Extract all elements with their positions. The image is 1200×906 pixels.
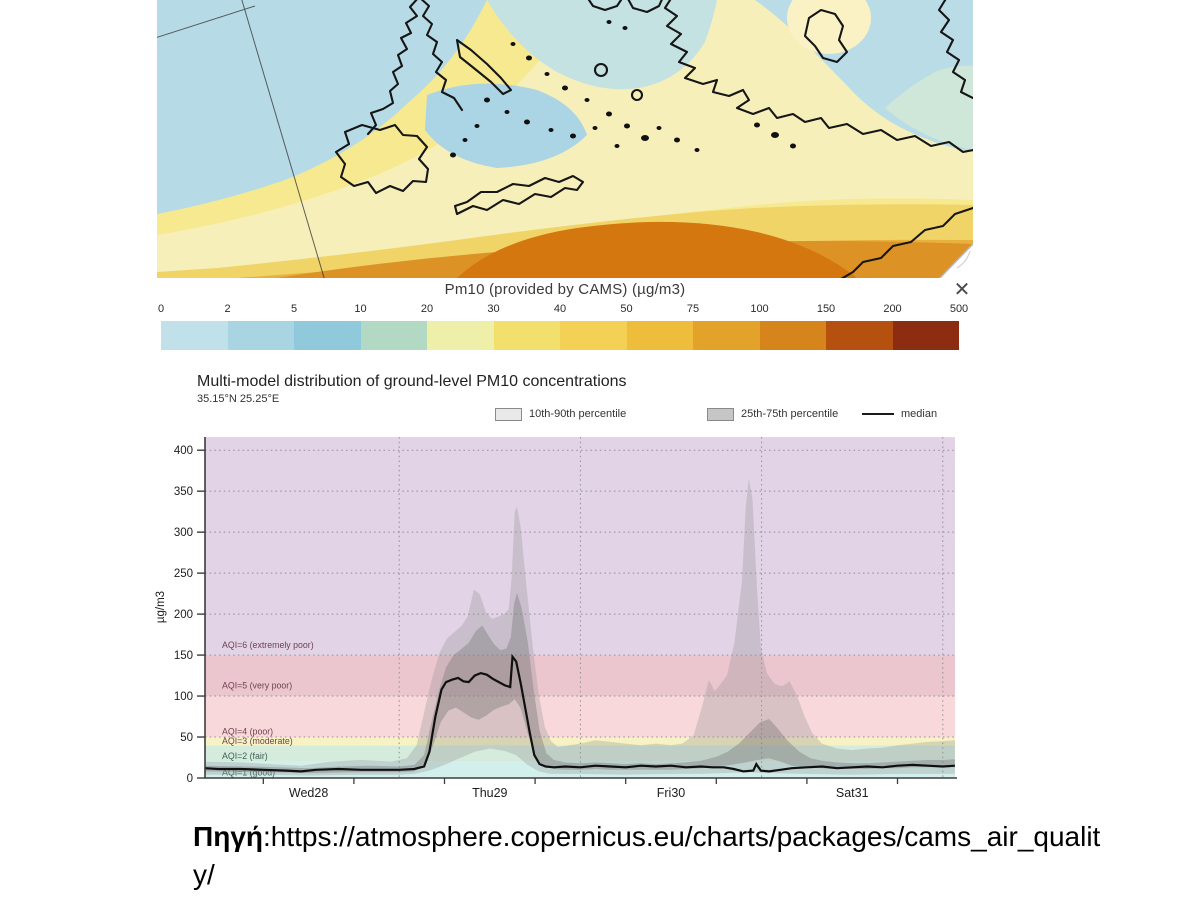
colorbar-tile [493, 321, 560, 350]
pm10-forecast-map [157, 0, 973, 278]
band-25-75 [205, 592, 955, 774]
colorbar-tile [360, 321, 427, 350]
colorbar-label: 200 [883, 303, 902, 315]
source-label: Πηγή [193, 821, 263, 852]
aqi-band [205, 737, 955, 746]
x-tick-label: Thu29 [472, 786, 507, 800]
legend-item-10-90: 10th-90th percentile [495, 405, 626, 423]
y-tick-label: 300 [174, 527, 193, 539]
aqi-band-label: AQI=3 (moderate) [222, 736, 293, 746]
y-tick-label: 400 [174, 445, 193, 457]
colorbar-tile [693, 321, 760, 350]
greece-east-coast [420, 0, 464, 112]
crete-coast [453, 174, 585, 216]
legend-label: median [901, 408, 938, 420]
aqi-band [205, 745, 955, 762]
y-tick-label: 250 [174, 568, 193, 580]
close-icon[interactable]: ✕ [953, 279, 971, 301]
aqi-band-label: AQI=4 (poor) [222, 726, 273, 736]
colorbar-tile [759, 321, 826, 350]
aqi-band-label: AQI=2 (fair) [222, 751, 268, 761]
greece-west-coast [366, 0, 419, 136]
legend-label: 25th-75th percentile [741, 408, 839, 420]
legend-swatch-10-90 [495, 407, 522, 421]
source-url: :https://atmosphere.copernicus.eu/charts… [193, 821, 1101, 891]
y-tick-label: 50 [180, 732, 193, 744]
aqi-band-label: AQI=5 (very poor) [222, 680, 292, 690]
y-axis-title: µg/m3 [155, 591, 167, 623]
colorbar-label: 5 [290, 303, 298, 315]
colorbar-label: 150 [816, 303, 836, 315]
y-tick-label: 150 [174, 650, 193, 662]
anatolia-coast [937, 0, 973, 100]
colorbar-label: 50 [620, 303, 633, 315]
y-tick-label: 0 [187, 773, 193, 785]
coastlines [334, 0, 973, 278]
colorbar-label: 100 [750, 303, 769, 315]
colorbar-tile [826, 321, 893, 350]
colorbar-tile [227, 321, 294, 350]
legend-median-line [862, 413, 894, 415]
euboea-coast [455, 38, 513, 96]
colorbar-label: 30 [487, 303, 500, 315]
colorbar-label: 2 [224, 303, 231, 315]
legend-item-median: median [862, 405, 937, 423]
colorbar-label: 500 [949, 303, 969, 315]
levant-coast [840, 206, 973, 278]
chart-coordinates: 35.15°N 25.25°E [197, 393, 280, 405]
island-outline [630, 88, 644, 102]
y-tick-label: 350 [174, 486, 193, 498]
source-caption: Πηγή:https://atmosphere.copernicus.eu/ch… [193, 818, 1111, 894]
chart-title: Multi-model distribution of ground-level… [197, 373, 627, 390]
median-line [205, 653, 955, 773]
graticule-lines [157, 0, 325, 278]
colorbar-tile [161, 321, 228, 350]
page-curl [938, 243, 973, 278]
aqi-band-label: AQI=1 (good) [222, 767, 275, 777]
marmara-coast-2 [627, 0, 663, 14]
y-axis: 0 50 100 150 200 250 300 350 400 [174, 445, 205, 785]
colorbar-tile [626, 321, 693, 350]
island-outline [593, 62, 609, 78]
map-colorbar-title: Pm10 (provided by CAMS) (µg/m3) [444, 281, 686, 298]
turkey-lake [803, 8, 849, 64]
colorbar-tile [560, 321, 627, 350]
aqi-band-labels: AQI=1 (good) AQI=2 (fair) AQI=3 (moderate)… [222, 640, 314, 777]
turkey-coast [663, 0, 973, 154]
y-tick-label: 100 [174, 691, 193, 703]
aqi-band [205, 761, 955, 778]
pm10-distribution-chart: AQI=1 (good) AQI=2 (fair) AQI=3 (moderate)… [155, 437, 957, 800]
colorbar-tile [427, 321, 494, 350]
legend-label: 10th-90th percentile [529, 408, 627, 420]
aegean-islands [450, 20, 796, 158]
gridlines [205, 437, 955, 777]
x-tick-label: Wed28 [289, 786, 328, 800]
colorbar [161, 321, 959, 350]
peloponnese-coast [334, 123, 430, 195]
colorbar-label: 10 [354, 303, 367, 315]
colorbar-tile [892, 321, 959, 350]
aqi-band [205, 655, 955, 697]
x-axis: Wed28 Thu29 Fri30 Sat31 [262, 778, 899, 800]
aqi-band-label: AQI=6 (extremely poor) [222, 640, 314, 650]
x-tick-label: Sat31 [836, 786, 869, 800]
colorbar-label: 20 [420, 303, 434, 315]
colorbar-tile [294, 321, 361, 350]
chart-legend: 10th-90th percentile 25th-75th percentil… [0, 405, 1200, 423]
legend-swatch-25-75 [707, 407, 734, 421]
colorbar-label: 75 [686, 303, 700, 315]
colorbar-label: 0 [157, 303, 165, 315]
marmara-coast [587, 0, 623, 12]
aqi-band [205, 696, 955, 738]
band-10-90 [205, 478, 955, 776]
colorbar-label: 40 [553, 303, 567, 315]
y-tick-label: 200 [174, 609, 193, 621]
x-tick-label: Fri30 [657, 786, 686, 800]
colorbar-tick-labels: 0 2 5 10 20 30 40 50 75 100 150 200 500 [157, 303, 968, 317]
legend-item-25-75: 25th-75th percentile [707, 405, 838, 423]
